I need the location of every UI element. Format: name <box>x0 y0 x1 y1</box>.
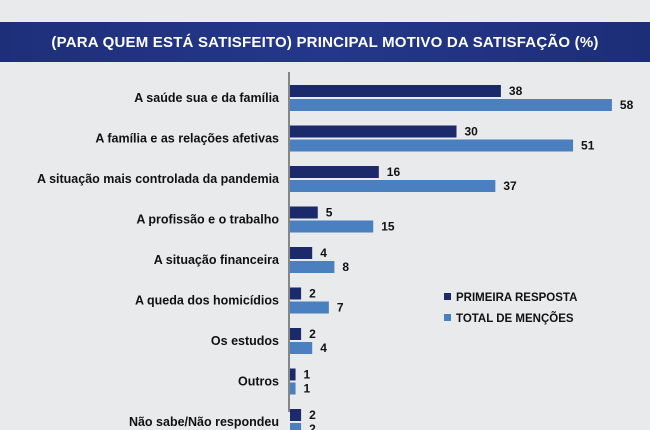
value-label-total-mencoes: 7 <box>337 301 344 315</box>
legend-label-primeira-resposta: PRIMEIRA RESPOSTA <box>456 292 577 304</box>
legend: PRIMEIRA RESPOSTA TOTAL DE MENÇÕES <box>444 292 577 325</box>
bar-total-mencoes <box>290 261 335 273</box>
legend-swatch-primeira-resposta <box>444 293 451 300</box>
category-label: Não sabe/Não respondeu <box>129 415 279 429</box>
value-label-total-mencoes: 15 <box>381 220 395 234</box>
bar-primeira-resposta <box>290 125 457 138</box>
category-label: A família e as relações afetivas <box>95 132 279 146</box>
bar-primeira-resposta <box>290 328 302 340</box>
bar-primeira-resposta <box>290 166 379 178</box>
category-label: Outros <box>238 375 279 389</box>
bar-total-mencoes <box>290 220 374 233</box>
bar-primeira-resposta <box>290 206 318 219</box>
category-label: A queda dos homicídios <box>135 294 279 308</box>
bar-total-mencoes <box>290 180 496 192</box>
title-banner: (PARA QUEM ESTÁ SATISFEITO) PRINCIPAL MO… <box>0 22 650 62</box>
bar-primeira-resposta <box>290 368 296 381</box>
value-label-total-mencoes: 51 <box>581 139 595 153</box>
value-label-total-mencoes: 37 <box>503 179 517 193</box>
category-label: A situação mais controlada da pandemia <box>37 172 280 186</box>
value-label-primeira-resposta: 16 <box>387 165 401 179</box>
chart-title: (PARA QUEM ESTÁ SATISFEITO) PRINCIPAL MO… <box>51 33 599 51</box>
category-label: A profissão e o trabalho <box>136 213 279 227</box>
bar-total-mencoes <box>290 99 612 111</box>
value-label-primeira-resposta: 38 <box>509 84 523 98</box>
value-label-total-mencoes: 4 <box>320 341 327 355</box>
bar-total-mencoes <box>290 423 302 430</box>
category-label: A situação financeira <box>154 253 280 267</box>
value-label-total-mencoes: 58 <box>620 98 634 112</box>
value-label-primeira-resposta: 5 <box>326 206 333 220</box>
value-label-primeira-resposta: 2 <box>309 287 316 301</box>
category-label: A saúde sua e da família <box>134 91 280 105</box>
legend-label-total-mencoes: TOTAL DE MENÇÕES <box>456 312 574 325</box>
value-label-primeira-resposta: 2 <box>309 327 316 341</box>
bar-total-mencoes <box>290 301 329 314</box>
bar-total-mencoes <box>290 342 313 354</box>
legend-swatch-total-mencoes <box>444 314 451 321</box>
value-label-primeira-resposta: 4 <box>320 246 327 260</box>
value-label-primeira-resposta: 1 <box>304 368 311 382</box>
value-label-primeira-resposta: 30 <box>465 125 479 139</box>
bar-total-mencoes <box>290 139 574 152</box>
bar-primeira-resposta <box>290 409 302 421</box>
bar-primeira-resposta <box>290 287 302 300</box>
value-label-total-mencoes: 1 <box>304 382 311 396</box>
value-label-total-mencoes: 8 <box>342 260 349 274</box>
bar-total-mencoes <box>290 382 296 395</box>
bar-primeira-resposta <box>290 247 313 259</box>
value-label-primeira-resposta: 2 <box>309 408 316 422</box>
value-label-total-mencoes: 2 <box>309 422 316 430</box>
category-label: Os estudos <box>211 334 279 348</box>
bar-primeira-resposta <box>290 85 501 97</box>
